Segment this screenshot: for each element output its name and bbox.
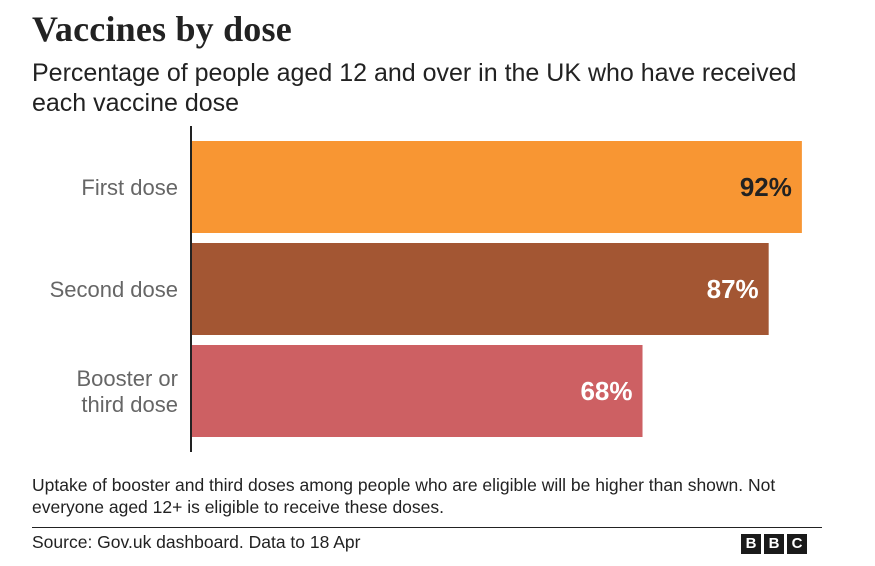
bar [191, 141, 802, 233]
data-label: 92% [740, 172, 792, 202]
category-label: third dose [81, 392, 178, 417]
footer-divider [32, 527, 822, 528]
category-label: Booster or [77, 366, 179, 391]
data-label: 87% [707, 274, 759, 304]
bar [191, 345, 643, 437]
chart-title: Vaccines by dose [32, 9, 292, 49]
logo-letter: B [764, 534, 784, 554]
chart-subtitle: Percentage of people aged 12 and over in… [32, 59, 797, 117]
footnote: Uptake of booster and third doses among … [32, 475, 776, 517]
data-label: 68% [580, 376, 632, 406]
category-label: First dose [81, 175, 178, 200]
source-text: Source: Gov.uk dashboard. Data to 18 Apr [32, 532, 361, 552]
bar [191, 243, 769, 335]
logo-letter: B [741, 534, 761, 554]
bbc-logo: B B C [741, 534, 807, 554]
bar-chart: 92% First dose 87% Second dose 68% Booster or… [50, 126, 802, 452]
category-label: Second dose [50, 277, 178, 302]
logo-letter: C [787, 534, 807, 554]
